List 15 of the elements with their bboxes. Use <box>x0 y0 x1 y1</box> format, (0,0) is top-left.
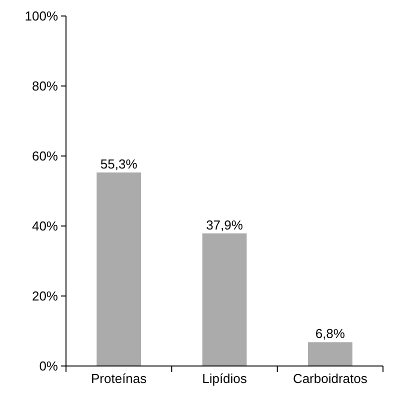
x-tick-label: Carboidratos <box>292 371 368 386</box>
y-tick-label: 20% <box>32 288 58 304</box>
data-label: 55,3% <box>100 156 138 172</box>
data-label: 6,8% <box>315 326 346 342</box>
data-label: 37,9% <box>206 217 244 232</box>
y-tick-label: 80% <box>32 78 58 94</box>
y-tick-label: 60% <box>32 148 58 164</box>
y-tick-label: 40% <box>32 218 58 234</box>
y-tick-label: 100% <box>24 8 58 24</box>
y-tick-label: 0% <box>39 358 58 374</box>
bar <box>308 342 352 366</box>
x-tick-label: Lipídios <box>202 371 248 386</box>
bar <box>96 172 142 366</box>
bar <box>202 233 247 366</box>
x-tick-label: Proteínas <box>91 371 148 386</box>
